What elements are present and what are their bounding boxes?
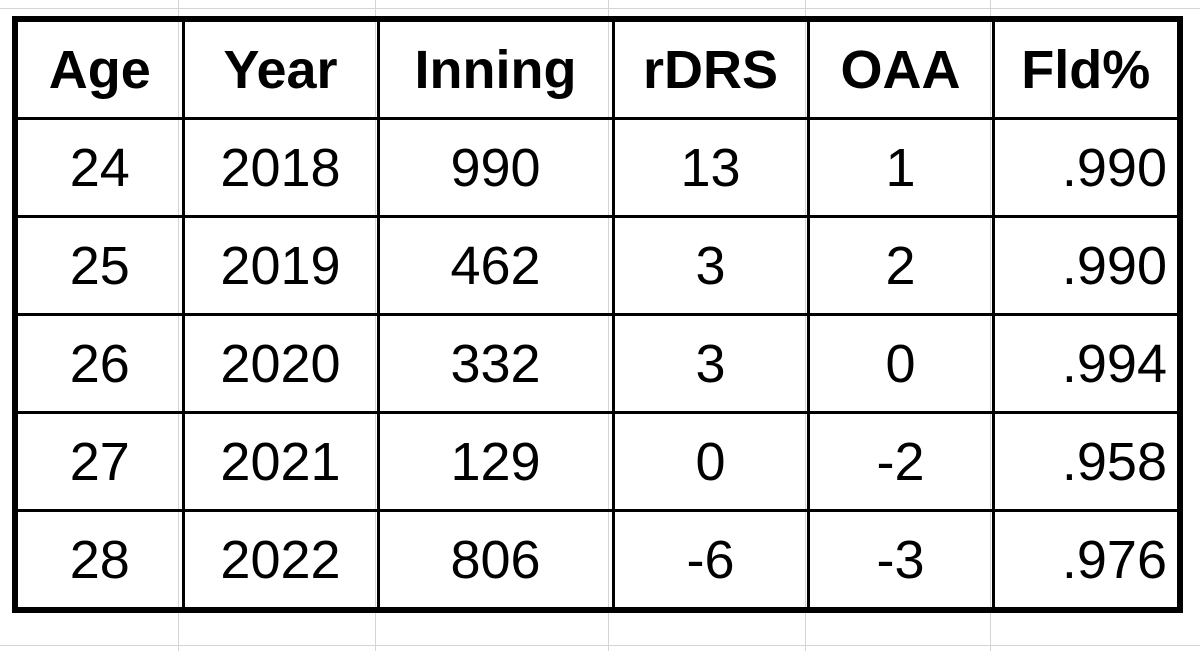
header-cell: Inning [376, 17, 615, 120]
table-cell: 26 [13, 313, 185, 414]
table-cell: 2 [806, 215, 995, 316]
grid-line [0, 8, 1200, 9]
table-cell: 27 [13, 411, 185, 512]
header-cell: Age [13, 17, 185, 120]
table-row: 27 2021 129 0 -2.958 [13, 411, 1182, 512]
table-cell: 332 [376, 313, 615, 414]
table-cell: 2020 [181, 313, 380, 414]
table-cell: .990 [991, 117, 1182, 218]
table-cell: 2022 [181, 509, 380, 612]
table-row: 25 2019 462 3 2.990 [13, 215, 1182, 316]
table-cell: .994 [991, 313, 1182, 414]
table-body: 24 2018 990 13 1.990 25 2019 462 3 2.990 26 2020 332… [13, 117, 1182, 612]
table-cell: 3 [611, 215, 810, 316]
table-cell: .958 [991, 411, 1182, 512]
table-cell: 1 [806, 117, 995, 218]
table-cell: 28 [13, 509, 185, 612]
table-cell: 129 [376, 411, 615, 512]
table-cell: -2 [806, 411, 995, 512]
table-cell: 0 [806, 313, 995, 414]
header-row: Age Year Inning rDRS OAA Fld% [13, 17, 1182, 120]
table-cell: -6 [611, 509, 810, 612]
table-cell: 990 [376, 117, 615, 218]
header-cell: OAA [806, 17, 995, 120]
grid-line [0, 645, 1200, 646]
table-cell: -3 [806, 509, 995, 612]
header-cell: rDRS [611, 17, 810, 120]
table-cell: 24 [13, 117, 185, 218]
table-cell: 462 [376, 215, 615, 316]
table-cell: 2018 [181, 117, 380, 218]
table-cell: .976 [991, 509, 1182, 612]
table-cell: 2019 [181, 215, 380, 316]
table-cell: 2021 [181, 411, 380, 512]
table-cell: 13 [611, 117, 810, 218]
table-cell: 0 [611, 411, 810, 512]
table-row: 24 2018 990 13 1.990 [13, 117, 1182, 218]
table-cell: 25 [13, 215, 185, 316]
table-cell: 3 [611, 313, 810, 414]
table-cell: 806 [376, 509, 615, 612]
header-cell: Fld% [991, 17, 1182, 120]
table-row: 26 2020 332 3 0.994 [13, 313, 1182, 414]
stats-table: Age Year Inning rDRS OAA Fld% 24 2018 990 13 1.99… [12, 16, 1183, 613]
table-cell: .990 [991, 215, 1182, 316]
table-row: 28 2022 806 -6 -3.976 [13, 509, 1182, 612]
header-cell: Year [181, 17, 380, 120]
